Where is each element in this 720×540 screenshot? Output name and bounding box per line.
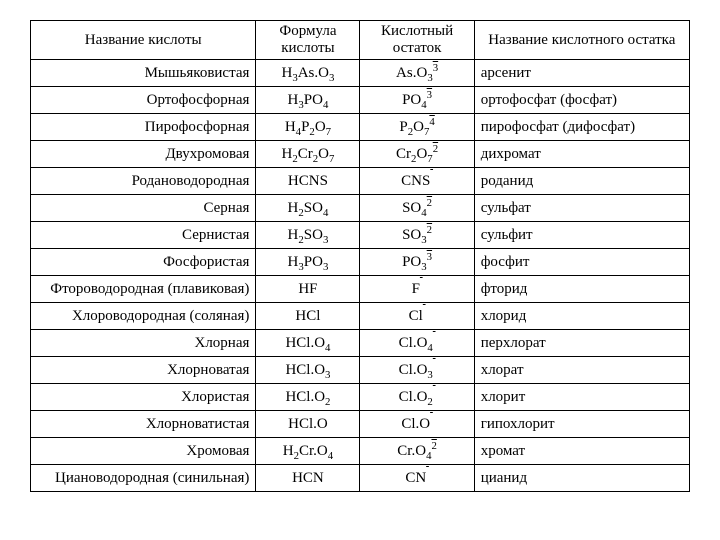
acid-name-cell: Сернистая <box>31 222 256 249</box>
acid-name-cell: Хлорная <box>31 330 256 357</box>
residue-cell: Cr.O42 <box>360 438 474 465</box>
residue-cell: P2O74 <box>360 114 474 141</box>
residue-name-cell: арсенит <box>474 60 689 87</box>
residue-name-cell: цианид <box>474 465 689 492</box>
residue-cell: Cl.O3 <box>360 357 474 384</box>
formula-cell: HCl.O <box>256 411 360 438</box>
residue-name-cell: ортофосфат (фосфат) <box>474 87 689 114</box>
header-residue-name: Название кислотного остатка <box>474 21 689 60</box>
residue-cell: PO33 <box>360 249 474 276</box>
formula-cell: H3PO3 <box>256 249 360 276</box>
table-row: ФосфористаяH3PO3PO33фосфит <box>31 249 690 276</box>
residue-cell: As.O33 <box>360 60 474 87</box>
acid-name-cell: Хлороводородная (соляная) <box>31 303 256 330</box>
formula-cell: HCl.O3 <box>256 357 360 384</box>
acid-name-cell: Серная <box>31 195 256 222</box>
header-acid-name: Название кислоты <box>31 21 256 60</box>
acid-name-cell: Пирофосфорная <box>31 114 256 141</box>
formula-cell: H3PO4 <box>256 87 360 114</box>
table-row: ХлорноватаяHCl.O3Cl.O3 хлорат <box>31 357 690 384</box>
residue-name-cell: хлорит <box>474 384 689 411</box>
residue-cell: Cl.O2 <box>360 384 474 411</box>
table-row: Циановодородная (синильная)HCNCN цианид <box>31 465 690 492</box>
residue-cell: CNS <box>360 168 474 195</box>
residue-name-cell: фторид <box>474 276 689 303</box>
acid-name-cell: Ортофосфорная <box>31 87 256 114</box>
table-row: Фтороводородная (плавиковая)HFF фторид <box>31 276 690 303</box>
residue-name-cell: пирофосфат (дифосфат) <box>474 114 689 141</box>
formula-cell: HCN <box>256 465 360 492</box>
table-row: ХлористаяHCl.O2Cl.O2 хлорит <box>31 384 690 411</box>
residue-name-cell: сульфат <box>474 195 689 222</box>
formula-cell: H3As.O3 <box>256 60 360 87</box>
residue-cell: F <box>360 276 474 303</box>
formula-cell: HCl.O4 <box>256 330 360 357</box>
acids-table: Название кислоты Формула кислоты Кислотн… <box>30 20 690 492</box>
residue-name-cell: хлорат <box>474 357 689 384</box>
acid-name-cell: Циановодородная (синильная) <box>31 465 256 492</box>
acid-name-cell: Двухромовая <box>31 141 256 168</box>
residue-cell: Cl <box>360 303 474 330</box>
acid-name-cell: Хлористая <box>31 384 256 411</box>
header-formula: Формула кислоты <box>256 21 360 60</box>
table-row: ХлорнаяHCl.O4Cl.O4 перхлорат <box>31 330 690 357</box>
residue-cell: CN <box>360 465 474 492</box>
table-row: ХромоваяH2Cr.O4Cr.O42хромат <box>31 438 690 465</box>
acid-name-cell: Родановодородная <box>31 168 256 195</box>
residue-cell: Cl.O <box>360 411 474 438</box>
residue-name-cell: фосфит <box>474 249 689 276</box>
residue-cell: SO32 <box>360 222 474 249</box>
formula-cell: HCl.O2 <box>256 384 360 411</box>
formula-cell: H2SO4 <box>256 195 360 222</box>
acid-name-cell: Хлорноватая <box>31 357 256 384</box>
table-row: ПирофосфорнаяH4P2O7P2O74пирофосфат (дифо… <box>31 114 690 141</box>
residue-name-cell: гипохлорит <box>474 411 689 438</box>
residue-name-cell: хромат <box>474 438 689 465</box>
residue-name-cell: сульфит <box>474 222 689 249</box>
header-residue: Кислотный остаток <box>360 21 474 60</box>
acid-name-cell: Хромовая <box>31 438 256 465</box>
acid-name-cell: Фтороводородная (плавиковая) <box>31 276 256 303</box>
residue-cell: Cl.O4 <box>360 330 474 357</box>
residue-cell: PO43 <box>360 87 474 114</box>
residue-name-cell: перхлорат <box>474 330 689 357</box>
table-row: СернаяH2SO4SO42сульфат <box>31 195 690 222</box>
table-row: ХлорноватистаяHCl.OCl.O гипохлорит <box>31 411 690 438</box>
formula-cell: H2Cr2O7 <box>256 141 360 168</box>
residue-cell: Cr2O72 <box>360 141 474 168</box>
acid-name-cell: Фосфористая <box>31 249 256 276</box>
table-row: РодановодороднаяHCNSCNS роданид <box>31 168 690 195</box>
residue-name-cell: роданид <box>474 168 689 195</box>
acid-name-cell: Хлорноватистая <box>31 411 256 438</box>
table-row: ОртофосфорнаяH3PO4PO43ортофосфат (фосфат… <box>31 87 690 114</box>
table-row: СернистаяH2SO3SO32сульфит <box>31 222 690 249</box>
formula-cell: H2SO3 <box>256 222 360 249</box>
residue-name-cell: хлорид <box>474 303 689 330</box>
table-row: Хлороводородная (соляная)HClCl хлорид <box>31 303 690 330</box>
table-row: ДвухромоваяH2Cr2O7Cr2O72дихромат <box>31 141 690 168</box>
formula-cell: HCNS <box>256 168 360 195</box>
table-header-row: Название кислоты Формула кислоты Кислотн… <box>31 21 690 60</box>
formula-cell: H4P2O7 <box>256 114 360 141</box>
formula-cell: H2Cr.O4 <box>256 438 360 465</box>
table-row: МышьяковистаяH3As.O3As.O33арсенит <box>31 60 690 87</box>
formula-cell: HF <box>256 276 360 303</box>
residue-cell: SO42 <box>360 195 474 222</box>
formula-cell: HCl <box>256 303 360 330</box>
residue-name-cell: дихромат <box>474 141 689 168</box>
acid-name-cell: Мышьяковистая <box>31 60 256 87</box>
